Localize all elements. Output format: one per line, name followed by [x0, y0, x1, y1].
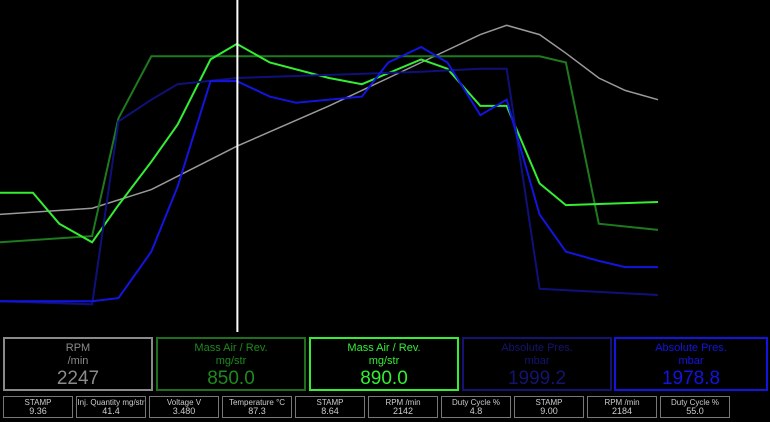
value-box[interactable]: Inj. Quantity mg/str 41.4 — [76, 396, 146, 418]
box-value: 9.00 — [540, 406, 558, 416]
box-label: STAMP — [24, 398, 52, 407]
panel-mass-air-2[interactable]: Mass Air / Rev. mg/str 890.0 — [309, 337, 459, 391]
box-value: 2184 — [611, 406, 633, 416]
box-value: 4.8 — [469, 406, 483, 416]
panel-value: 890.0 — [360, 368, 408, 389]
box-value: 87.3 — [248, 406, 266, 416]
panel-unit: mg/str — [368, 355, 400, 367]
panel-rpm[interactable]: RPM /min 2247 — [3, 337, 153, 391]
panel-title: Mass Air / Rev. — [347, 342, 421, 354]
trace-line-0 — [0, 24, 659, 216]
panel-value: 850.0 — [207, 368, 255, 389]
trace-plot[interactable] — [0, 0, 660, 332]
box-value: 2142 — [392, 406, 414, 416]
box-label: RPM /min — [385, 398, 421, 407]
panel-title: Mass Air / Rev. — [194, 342, 268, 354]
box-label: Duty Cycle % — [451, 398, 500, 407]
trace-line-4 — [0, 45, 658, 303]
box-label: Voltage V — [166, 398, 202, 407]
panel-mass-air-1[interactable]: Mass Air / Rev. mg/str 850.0 — [156, 337, 306, 391]
value-box[interactable]: Voltage V 3.480 — [149, 396, 219, 418]
panel-unit: /min — [67, 355, 89, 367]
panel-abs-pres-1[interactable]: Absolute Pres. mbar 1999.2 — [462, 337, 612, 391]
panel-unit: mg/str — [215, 355, 247, 367]
panel-value: 1978.8 — [661, 368, 721, 389]
trace-line-3 — [0, 67, 659, 306]
box-value: 8.64 — [321, 406, 339, 416]
box-value: 3.480 — [172, 406, 196, 416]
trace-line-1 — [0, 55, 659, 244]
panel-abs-pres-2[interactable]: Absolute Pres. mbar 1978.8 — [614, 337, 768, 391]
value-box[interactable]: STAMP 9.00 — [514, 396, 584, 418]
box-label: Temperature °C — [228, 398, 286, 407]
box-label: Inj. Quantity mg/str — [77, 398, 145, 407]
value-box[interactable]: Duty Cycle % 4.8 — [441, 396, 511, 418]
box-value: 9.36 — [29, 406, 47, 416]
value-box[interactable]: RPM /min 2142 — [368, 396, 438, 418]
panel-title: Absolute Pres. — [655, 342, 727, 354]
box-label: STAMP — [316, 398, 344, 407]
value-box[interactable]: Duty Cycle % 55.0 — [660, 396, 730, 418]
value-box[interactable]: RPM /min 2184 — [587, 396, 657, 418]
box-label: RPM /min — [604, 398, 640, 407]
panel-title: RPM — [65, 342, 91, 354]
box-value: 41.4 — [102, 406, 120, 416]
box-value: 55.0 — [686, 406, 704, 416]
value-box[interactable]: Temperature °C 87.3 — [222, 396, 292, 418]
value-box[interactable]: STAMP 8.64 — [295, 396, 365, 418]
panel-value: 2247 — [56, 368, 100, 389]
trace-line-2 — [0, 42, 659, 244]
box-label: Duty Cycle % — [670, 398, 719, 407]
panel-unit: mbar — [678, 355, 704, 367]
box-label: STAMP — [535, 398, 563, 407]
value-box[interactable]: STAMP 9.36 — [3, 396, 73, 418]
panel-title: Absolute Pres. — [501, 342, 573, 354]
panel-unit: mbar — [524, 355, 550, 367]
panel-value: 1999.2 — [507, 368, 567, 389]
